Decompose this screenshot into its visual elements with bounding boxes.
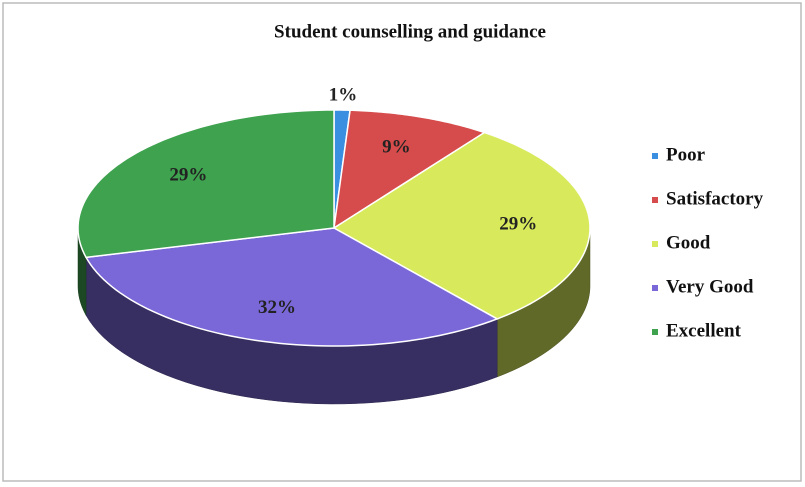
legend-swatch [652, 241, 658, 247]
legend-label: Satisfactory [666, 188, 764, 209]
legend-label: Good [666, 232, 711, 253]
data-label: 1% [329, 84, 358, 105]
pie-slice [332, 131, 591, 320]
legend-swatch [652, 197, 658, 203]
data-label: 9% [382, 136, 411, 157]
data-label: 29% [499, 214, 537, 235]
legend-label: Excellent [666, 320, 742, 341]
pie-slice [84, 227, 499, 347]
pie-slice [333, 109, 487, 230]
legend: Poor Satisfactory Good Very Good Excellent [652, 144, 764, 341]
legend-swatch [652, 285, 658, 291]
data-label: 32% [258, 297, 296, 318]
pie-tops [77, 109, 591, 347]
legend-label: Poor [666, 144, 706, 165]
pie-slice [77, 109, 335, 259]
legend-label: Very Good [666, 276, 754, 297]
legend-swatch [652, 329, 658, 335]
chart-title: Student counselling and guidance [274, 21, 546, 42]
data-labels: 1% 9% 29% 32% 29% [169, 84, 537, 318]
legend-swatch [652, 153, 658, 159]
data-label: 29% [169, 164, 207, 185]
